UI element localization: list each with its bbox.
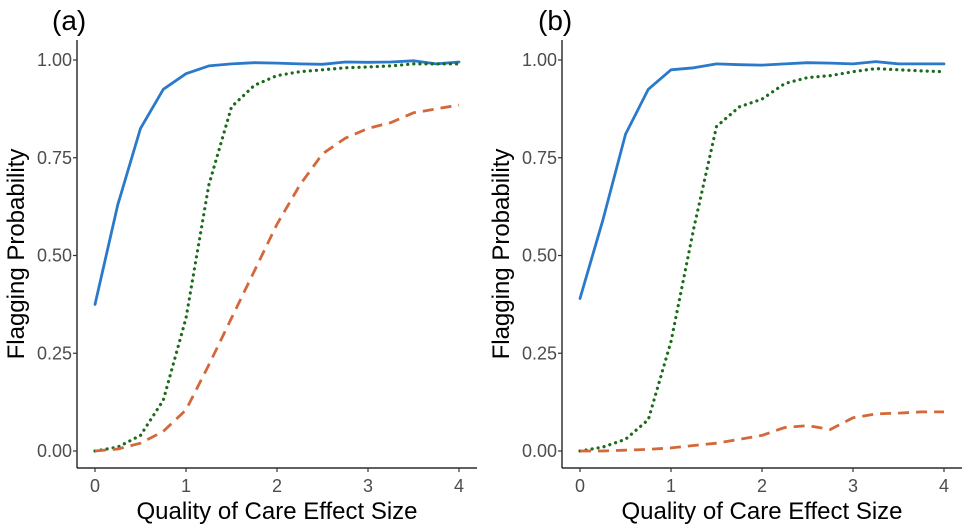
panel-a: (a) 0.00 0.25 0.50 0.75 1.00 0 1 2 3 4 Quality of C… (3, 5, 477, 525)
y-tick-label: 0.75 (37, 148, 72, 168)
y-axis-label: Flagging Probability (488, 149, 515, 360)
panel-title: (a) (52, 5, 86, 36)
x-tick-label: 0 (90, 476, 100, 496)
y-tick-label: 0.00 (522, 441, 557, 461)
x-tick-label: 1 (181, 476, 191, 496)
y-axis-label: Flagging Probability (3, 149, 30, 360)
y-tick-label: 0.00 (37, 441, 72, 461)
y-tick-label: 0.25 (37, 343, 72, 363)
x-tick-label: 0 (575, 476, 585, 496)
x-tick-label: 4 (939, 476, 949, 496)
x-tick-label: 3 (848, 476, 858, 496)
series-line-dotted (578, 66, 946, 453)
x-tick-label: 1 (666, 476, 676, 496)
y-tick-label: 0.50 (522, 246, 557, 266)
series-line-solid (93, 59, 461, 306)
x-axis-label: Quality of Care Effect Size (136, 498, 417, 525)
y-tick-label: 0.50 (37, 246, 72, 266)
x-tick-label: 2 (272, 476, 282, 496)
panel-b: (b) 0.00 0.25 0.50 0.75 1.00 0 1 2 3 4 Quality of C… (488, 5, 962, 525)
series-line-dashed (94, 103, 460, 453)
series-line-solid (578, 60, 946, 300)
x-tick-label: 4 (454, 476, 464, 496)
panel-title: (b) (538, 5, 572, 36)
x-tick-label: 3 (363, 476, 373, 496)
x-tick-label: 2 (757, 476, 767, 496)
y-tick-label: 0.75 (522, 148, 557, 168)
series-line-dotted (93, 62, 461, 453)
series-line-dashed (580, 410, 944, 453)
y-tick-label: 1.00 (37, 50, 72, 70)
y-tick-label: 1.00 (522, 50, 557, 70)
y-tick-label: 0.25 (522, 343, 557, 363)
x-axis-label: Quality of Care Effect Size (621, 498, 902, 525)
